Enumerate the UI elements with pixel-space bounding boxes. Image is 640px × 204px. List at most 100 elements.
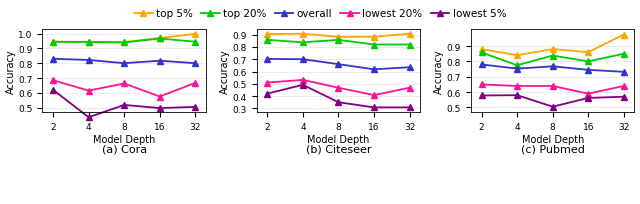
overall xyxy=(513,68,521,71)
lowest 5% xyxy=(264,93,271,95)
Line: overall: overall xyxy=(264,57,412,73)
lowest 20% xyxy=(84,90,92,92)
lowest 5% xyxy=(513,94,521,97)
lowest 20% xyxy=(406,87,413,90)
Line: lowest 20%: lowest 20% xyxy=(264,78,412,98)
top 20% xyxy=(549,55,557,58)
top 5% xyxy=(191,33,199,36)
top 20% xyxy=(299,42,307,44)
Y-axis label: Accuracy: Accuracy xyxy=(6,49,15,93)
overall xyxy=(84,59,92,62)
Line: top 20%: top 20% xyxy=(264,38,412,48)
overall xyxy=(299,59,307,61)
lowest 20% xyxy=(370,94,378,97)
overall xyxy=(406,67,413,69)
top 20% xyxy=(513,65,521,67)
Line: top 20%: top 20% xyxy=(51,37,198,46)
Line: overall: overall xyxy=(479,62,627,75)
overall xyxy=(156,60,164,63)
lowest 20% xyxy=(584,93,592,95)
Line: top 20%: top 20% xyxy=(479,50,627,69)
top 20% xyxy=(335,39,342,42)
overall xyxy=(620,71,628,74)
lowest 5% xyxy=(120,104,128,107)
overall xyxy=(584,69,592,72)
X-axis label: Model Depth: Model Depth xyxy=(522,134,584,144)
top 5% xyxy=(49,41,57,44)
Line: top 5%: top 5% xyxy=(479,33,627,59)
top 5% xyxy=(478,49,486,51)
top 5% xyxy=(120,42,128,44)
top 5% xyxy=(156,38,164,40)
lowest 5% xyxy=(84,116,92,119)
top 5% xyxy=(264,34,271,36)
top 20% xyxy=(191,41,199,44)
top 5% xyxy=(299,33,307,36)
overall xyxy=(549,66,557,68)
lowest 20% xyxy=(478,84,486,86)
lowest 20% xyxy=(191,82,199,85)
top 20% xyxy=(478,52,486,54)
top 5% xyxy=(370,36,378,39)
Line: lowest 5%: lowest 5% xyxy=(479,93,627,110)
Text: (a) Cora: (a) Cora xyxy=(102,144,147,154)
X-axis label: Model Depth: Model Depth xyxy=(93,134,156,144)
Text: (c) Pubmed: (c) Pubmed xyxy=(521,144,584,154)
lowest 5% xyxy=(406,107,413,109)
top 20% xyxy=(620,53,628,56)
Line: top 5%: top 5% xyxy=(264,32,412,40)
top 5% xyxy=(84,41,92,44)
top 5% xyxy=(549,49,557,51)
lowest 5% xyxy=(156,107,164,110)
lowest 5% xyxy=(299,84,307,87)
lowest 5% xyxy=(549,106,557,108)
top 20% xyxy=(120,42,128,44)
overall xyxy=(478,64,486,66)
overall xyxy=(370,69,378,71)
overall xyxy=(335,64,342,66)
top 20% xyxy=(156,38,164,41)
lowest 5% xyxy=(49,89,57,92)
Y-axis label: Accuracy: Accuracy xyxy=(434,49,444,93)
overall xyxy=(49,58,57,61)
lowest 5% xyxy=(370,107,378,109)
lowest 20% xyxy=(335,87,342,90)
overall xyxy=(191,63,199,65)
Line: lowest 20%: lowest 20% xyxy=(479,82,627,97)
Text: (b) Citeseer: (b) Citeseer xyxy=(306,144,371,154)
top 5% xyxy=(406,33,413,36)
lowest 5% xyxy=(620,96,628,99)
Line: top 5%: top 5% xyxy=(51,32,198,45)
lowest 5% xyxy=(191,106,199,109)
overall xyxy=(120,63,128,65)
Line: overall: overall xyxy=(51,57,198,67)
lowest 20% xyxy=(156,96,164,98)
Legend: top 5%, top 20%, overall, lowest 20%, lowest 5%: top 5%, top 20%, overall, lowest 20%, lo… xyxy=(130,5,510,23)
top 5% xyxy=(620,34,628,37)
lowest 20% xyxy=(120,83,128,85)
Line: lowest 20%: lowest 20% xyxy=(51,78,198,100)
lowest 5% xyxy=(478,95,486,97)
lowest 20% xyxy=(49,80,57,82)
lowest 5% xyxy=(335,102,342,104)
top 5% xyxy=(335,37,342,39)
top 20% xyxy=(406,44,413,47)
overall xyxy=(264,58,271,61)
top 5% xyxy=(513,55,521,57)
Line: lowest 5%: lowest 5% xyxy=(51,88,198,120)
top 20% xyxy=(84,42,92,44)
lowest 20% xyxy=(299,79,307,82)
X-axis label: Model Depth: Model Depth xyxy=(307,134,370,144)
top 20% xyxy=(370,44,378,47)
top 5% xyxy=(584,52,592,54)
lowest 20% xyxy=(264,82,271,84)
lowest 20% xyxy=(513,85,521,88)
Line: lowest 5%: lowest 5% xyxy=(264,83,412,111)
Y-axis label: Accuracy: Accuracy xyxy=(220,49,230,93)
lowest 20% xyxy=(620,85,628,88)
lowest 20% xyxy=(549,85,557,88)
lowest 5% xyxy=(584,97,592,100)
top 20% xyxy=(49,41,57,44)
top 20% xyxy=(264,39,271,42)
top 20% xyxy=(584,61,592,63)
